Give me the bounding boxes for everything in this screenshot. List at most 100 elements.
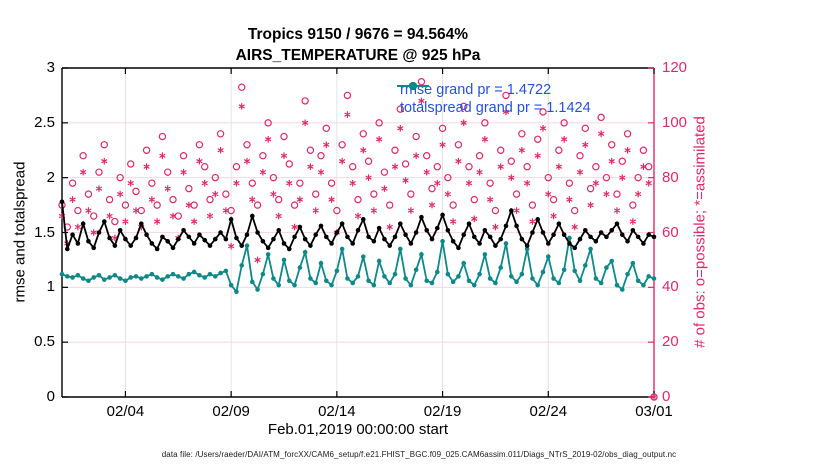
legend-label-totalspread: totalspread grand pr = 1.1424 xyxy=(400,100,591,116)
totalspread-marker xyxy=(244,243,250,248)
totalspread-marker xyxy=(239,263,245,268)
rmse-marker xyxy=(345,234,350,240)
rmse-marker xyxy=(154,246,160,252)
y-tick-label-left: 1.5 xyxy=(34,223,55,241)
possible-obs-marker xyxy=(185,184,193,193)
rmse-marker xyxy=(561,232,567,237)
rmse-marker xyxy=(498,236,504,242)
totalspread-marker xyxy=(133,274,139,279)
rmse-marker xyxy=(123,236,128,242)
rmse-marker xyxy=(487,234,493,240)
possible-obs-marker xyxy=(608,141,616,149)
totalspread-marker xyxy=(117,276,123,281)
totalspread-marker xyxy=(519,271,525,277)
totalspread-marker xyxy=(297,265,303,270)
rmse-marker xyxy=(387,243,393,248)
totalspread-marker xyxy=(424,278,430,284)
possible-obs-marker xyxy=(211,173,219,182)
rmse-marker xyxy=(514,223,519,229)
rmse-marker xyxy=(461,232,467,237)
totalspread-marker xyxy=(376,258,382,264)
possible-obs-marker xyxy=(127,160,135,168)
possible-obs-marker xyxy=(433,162,441,171)
possible-obs-marker xyxy=(153,201,161,209)
possible-obs-marker xyxy=(322,124,330,133)
possible-obs-marker xyxy=(338,141,346,149)
totalspread-marker xyxy=(80,276,86,281)
chart-subtitle: AIRS_TEMPERATURE @ 925 hPa xyxy=(235,47,481,64)
rmse-marker xyxy=(619,232,625,237)
rmse-marker xyxy=(70,232,75,237)
totalspread-marker xyxy=(572,268,578,274)
rmse-marker xyxy=(313,232,319,237)
totalspread-marker xyxy=(234,289,239,295)
totalspread-marker xyxy=(86,278,91,284)
possible-obs-marker xyxy=(174,212,182,220)
possible-obs-marker xyxy=(491,206,500,215)
rmse-marker xyxy=(292,234,297,240)
totalspread-marker xyxy=(329,282,334,288)
rmse-marker xyxy=(614,221,620,227)
rmse-marker xyxy=(429,236,435,242)
rmse-marker xyxy=(297,224,303,230)
possible-obs-marker xyxy=(481,119,489,127)
possible-obs-marker xyxy=(407,190,415,198)
totalspread-marker xyxy=(387,280,393,286)
totalspread-marker xyxy=(556,280,562,286)
possible-obs-marker xyxy=(571,206,579,215)
totalspread-marker xyxy=(408,282,414,288)
rmse-marker xyxy=(128,243,134,248)
y-tick-label-right: 20 xyxy=(662,333,679,351)
possible-obs-marker xyxy=(396,105,404,113)
totalspread-marker xyxy=(265,252,271,257)
chart-title: Tropics 9150 / 9676 = 94.564% xyxy=(247,26,469,43)
totalspread-marker xyxy=(144,274,149,279)
rmse-marker xyxy=(228,217,234,222)
totalspread-marker xyxy=(345,276,350,281)
rmse-marker xyxy=(434,225,440,231)
totalspread-marker xyxy=(170,271,176,277)
rmse-marker xyxy=(593,238,599,244)
rmse-marker xyxy=(366,234,371,240)
rmse-marker xyxy=(477,241,482,246)
rmse-marker xyxy=(80,221,86,227)
rmse-marker xyxy=(175,236,181,242)
rmse-marker xyxy=(493,243,498,248)
y-tick-label-left: 0 xyxy=(46,388,55,405)
totalspread-marker xyxy=(593,276,599,281)
rmse-marker xyxy=(149,241,155,246)
possible-obs-marker xyxy=(454,141,463,149)
totalspread-marker xyxy=(403,276,408,281)
totalspread-marker xyxy=(461,260,467,266)
rmse-marker xyxy=(323,234,329,240)
rmse-marker xyxy=(625,238,630,244)
possible-obs-marker xyxy=(116,173,124,182)
possible-obs-marker xyxy=(201,162,209,171)
totalspread-marker xyxy=(450,279,456,285)
totalspread-marker xyxy=(175,274,181,279)
possible-obs-marker xyxy=(301,97,309,105)
totalspread-marker xyxy=(614,282,620,288)
possible-obs-marker xyxy=(555,146,563,154)
possible-obs-marker xyxy=(238,83,246,91)
totalspread-marker xyxy=(149,271,155,277)
possible-obs-marker xyxy=(449,201,457,209)
totalspread-marker xyxy=(318,260,324,266)
possible-obs-marker xyxy=(602,173,611,182)
totalspread-marker xyxy=(498,265,504,270)
possible-obs-marker xyxy=(523,162,531,171)
totalspread-marker xyxy=(323,278,329,284)
rmse-marker xyxy=(212,236,218,242)
possible-obs-marker xyxy=(285,160,293,168)
rmse-marker xyxy=(191,241,197,246)
rmse-marker xyxy=(339,221,345,227)
possible-obs-marker xyxy=(460,102,468,111)
rmse-marker xyxy=(503,223,509,229)
totalspread-marker xyxy=(191,269,197,275)
data-file-path: data file: /Users/raeder/DAI/ATM_forcXX/… xyxy=(161,450,677,459)
possible-obs-marker xyxy=(90,212,98,220)
totalspread-marker xyxy=(223,268,229,274)
rmse-marker xyxy=(551,232,556,237)
chart-titles: Tropics 9150 / 9676 = 94.564% AIRS_TEMPE… xyxy=(62,24,654,66)
totalspread-marker xyxy=(582,263,588,268)
